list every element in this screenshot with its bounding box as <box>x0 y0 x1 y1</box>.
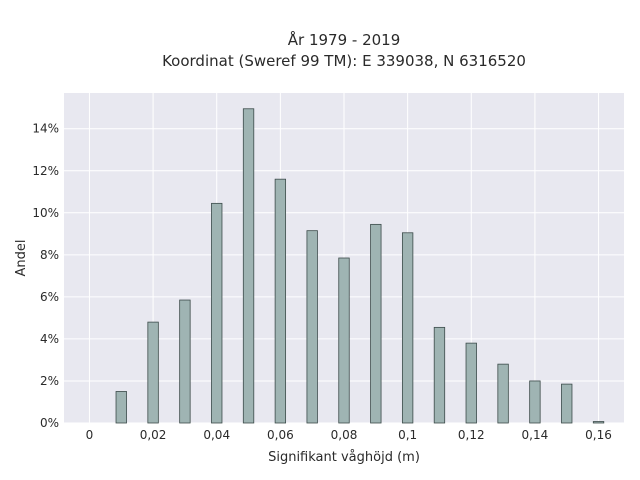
x-tick-label: 0,04 <box>203 428 230 442</box>
y-tick-label: 14% <box>32 122 59 136</box>
x-tick-label: 0,16 <box>585 428 612 442</box>
bar <box>242 108 255 424</box>
bar <box>497 363 509 424</box>
y-axis-ticks: 0% 2% 4% 6% 8% 10% 12% 14% <box>32 122 59 430</box>
chart-title: År 1979 - 2019 <box>288 30 401 49</box>
x-tick-label: 0,06 <box>267 428 294 442</box>
bars <box>115 108 605 424</box>
bar <box>401 232 414 424</box>
bar <box>433 326 446 424</box>
x-tick-label: 0,02 <box>140 428 167 442</box>
bar <box>179 299 191 424</box>
bar <box>529 380 541 424</box>
bar <box>338 257 350 424</box>
bar <box>306 230 318 424</box>
bar <box>561 383 573 424</box>
bar <box>211 202 223 424</box>
bar <box>147 321 159 424</box>
x-tick-label: 0 <box>86 428 94 442</box>
chart-subtitle: Koordinat (Sweref 99 TM): E 339038, N 63… <box>162 52 526 70</box>
x-axis-label: Signifikant våghöjd (m) <box>268 450 420 465</box>
x-tick-label: 0,14 <box>522 428 549 442</box>
y-tick-label: 2% <box>40 374 59 388</box>
y-tick-label: 12% <box>32 164 59 178</box>
bar <box>370 223 382 424</box>
bar <box>465 342 477 424</box>
y-tick-label: 10% <box>32 206 59 220</box>
y-tick-label: 8% <box>40 248 59 262</box>
y-axis-label: Andel <box>14 240 29 277</box>
x-axis-ticks: 0 0,02 0,04 0,06 0,08 0,1 0,12 0,14 0,16 <box>86 428 612 442</box>
x-tick-label: 0,08 <box>331 428 358 442</box>
x-tick-label: 0,1 <box>398 428 417 442</box>
y-tick-label: 6% <box>40 290 59 304</box>
y-tick-label: 4% <box>40 332 59 346</box>
bar <box>115 391 127 424</box>
x-tick-label: 0,12 <box>458 428 485 442</box>
bar <box>592 421 605 424</box>
bar <box>274 178 287 424</box>
y-tick-label: 0% <box>40 416 59 430</box>
